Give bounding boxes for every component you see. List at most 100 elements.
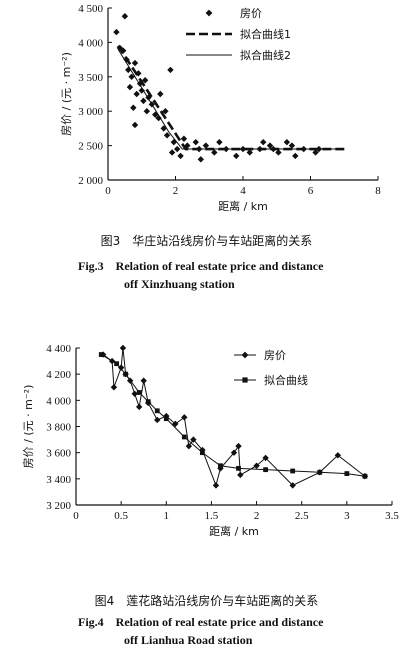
fig4-series-0-point: [212, 482, 220, 489]
fig3-series-0-point: [266, 142, 274, 149]
fig3-y-tick-label: 3 500: [78, 72, 103, 84]
fig4-series-1-point: [236, 465, 241, 471]
fig4-series-0-line: [102, 347, 366, 487]
fig4-y-tick-label: 3 600: [46, 448, 71, 460]
fig4-y-tick-label: 4 200: [46, 369, 71, 381]
fig4-y-tick-label: 3 400: [46, 474, 71, 486]
fig4-series-1-point: [154, 408, 160, 414]
fig4-y-tick-label: 4 400: [46, 343, 71, 355]
fig4-series-1-point: [163, 416, 169, 422]
fig3-x-tick-label: 2: [173, 185, 179, 197]
fig3-series-0-point: [288, 142, 296, 149]
fig3-series-0-point: [130, 104, 137, 111]
fig4-series-0-point: [110, 384, 118, 391]
fig3-series-0-point: [157, 90, 164, 98]
fig3-y-axis-label: 房价 / (元 · m⁻²): [60, 52, 73, 136]
fig4-legend-marker: [241, 351, 249, 359]
caption-fig4-en-1: Fig.4 Relation of real estate price and …: [78, 615, 324, 629]
fig3-series-0-point: [140, 97, 147, 105]
fig3-series-0-point: [177, 152, 184, 160]
fig4-series-1-point: [136, 390, 142, 395]
fig3-series-0-point: [202, 142, 210, 149]
fig3-series-0-point: [152, 111, 159, 118]
fig3-series-1-line: [117, 45, 345, 151]
fig3-x-tick-label: 8: [375, 185, 381, 197]
fig3-series-0-point: [143, 108, 151, 115]
fig3-legend-label: 拟合曲线2: [240, 48, 291, 62]
fig3-series-0-point: [216, 138, 223, 146]
fig3-series-0-point: [162, 108, 169, 115]
fig3-series-0-point: [160, 125, 167, 132]
fig4-series-0-point: [235, 442, 242, 450]
caption-fig3: 图3 华庄站沿线房价与车站距离的关系 Fig.3 Relation of rea…: [0, 232, 413, 293]
fig3-series-0-point: [233, 152, 240, 160]
fig4-x-tick-label: 0.5: [114, 510, 128, 522]
fig4-series-1-point: [344, 471, 350, 476]
fig4-series-0-point: [230, 449, 238, 456]
fig4-series-1-point: [317, 469, 323, 475]
fig3-x-tick-label: 4: [240, 185, 246, 197]
fig3-series-0-point: [283, 138, 291, 146]
fig4-series-0-point: [117, 364, 125, 371]
fig3-series-0-point: [128, 73, 135, 80]
fig4-series-0-point: [131, 390, 138, 397]
fig4-series-0-point: [185, 442, 193, 450]
fig3-series-0-point: [113, 28, 120, 36]
fig4-y-tick-label: 4 000: [46, 395, 71, 407]
fig4-series-1-point: [98, 352, 104, 357]
fig4-series-0-point: [334, 452, 342, 459]
fig3-series-0-point: [126, 83, 134, 91]
caption-fig3-en-1: Fig.3 Relation of real estate price and …: [78, 259, 324, 273]
fig3-series-0-point: [121, 13, 129, 20]
fig3-series-0-point: [197, 156, 205, 163]
fig3-series-2-line: [117, 49, 345, 150]
fig4-y-axis-label: 房价 / (元 · m⁻²): [22, 385, 35, 469]
fig3-series-0-point: [168, 149, 176, 156]
fig3-legend-label: 房价: [240, 7, 262, 20]
caption-fig4: 图4 莲花路站沿线房价与车站距离的关系 Fig.4 Relation of re…: [0, 592, 413, 649]
fig3-x-tick-label: 0: [105, 185, 111, 197]
fig4-series-1-point: [145, 399, 151, 405]
fig3-y-tick-label: 4 000: [78, 37, 103, 49]
fig4-x-tick-label: 2: [254, 510, 260, 522]
fig4-series-0-point: [262, 454, 269, 462]
fig4-x-tick-label: 1.5: [205, 510, 219, 522]
fig4-y-tick-label: 3 200: [46, 500, 71, 512]
fig3-series-0-point: [163, 132, 171, 139]
fig3-series-0-point: [133, 90, 140, 98]
fig4-series-1-line: [101, 354, 365, 477]
fig4-series-1-point: [290, 468, 296, 474]
fig4-series-0-point: [154, 416, 161, 424]
fig4-x-tick-label: 0: [73, 510, 79, 522]
fig3-x-tick-label: 6: [308, 185, 314, 197]
fig3-series-0-point: [145, 94, 152, 101]
fig4-series-1-point: [123, 371, 129, 377]
fig4-series-0-point: [190, 436, 197, 443]
fig3-series-0-point: [136, 80, 144, 87]
fig4-series-1-point: [114, 361, 120, 367]
fig3-y-tick-label: 4 500: [78, 3, 103, 15]
caption-fig3-zh: 图3 华庄站沿线房价与车站距离的关系: [100, 234, 313, 248]
fig3-x-axis-label: 距离 / km: [218, 199, 268, 213]
chart-fig4: 0 0.5 1 1.5 2 2.5 3 3.5 3 200 3 400 3 600 3 800 4 00…: [22, 343, 399, 538]
fig3-series-0-point: [135, 70, 142, 77]
fig3-series-0-point: [167, 66, 174, 74]
caption-fig4-en-2: off Lianhua Road station: [124, 633, 253, 647]
fig4-series-0-point: [181, 414, 188, 421]
fig3-series-0-point: [246, 149, 253, 156]
fig4-series-0-point: [172, 420, 179, 428]
fig3-series-0-point: [125, 66, 132, 74]
fig3-y-tick-label: 2 500: [78, 141, 103, 153]
fig3-series-0-point: [260, 138, 267, 146]
fig3-legend-label: 拟合曲线1: [240, 27, 291, 41]
fig4-series-1-point: [200, 450, 205, 456]
fig4-x-tick-label: 3: [344, 510, 350, 522]
fig3-series-0-point: [141, 77, 149, 84]
fig4-x-tick-label: 2.5: [295, 510, 309, 522]
fig4-series-1-point: [263, 467, 268, 473]
caption-fig3-en-2: off Xinzhuang station: [124, 277, 235, 291]
fig3-y-tick-label: 3 000: [78, 106, 103, 118]
fig3-legend-marker: [205, 9, 213, 17]
chart-fig3: 0 2 4 6 8 2 000 2 500 3 000 3 500 4 000 4 500 距离 / …: [60, 3, 381, 213]
fig3-series-0-point: [211, 149, 218, 156]
